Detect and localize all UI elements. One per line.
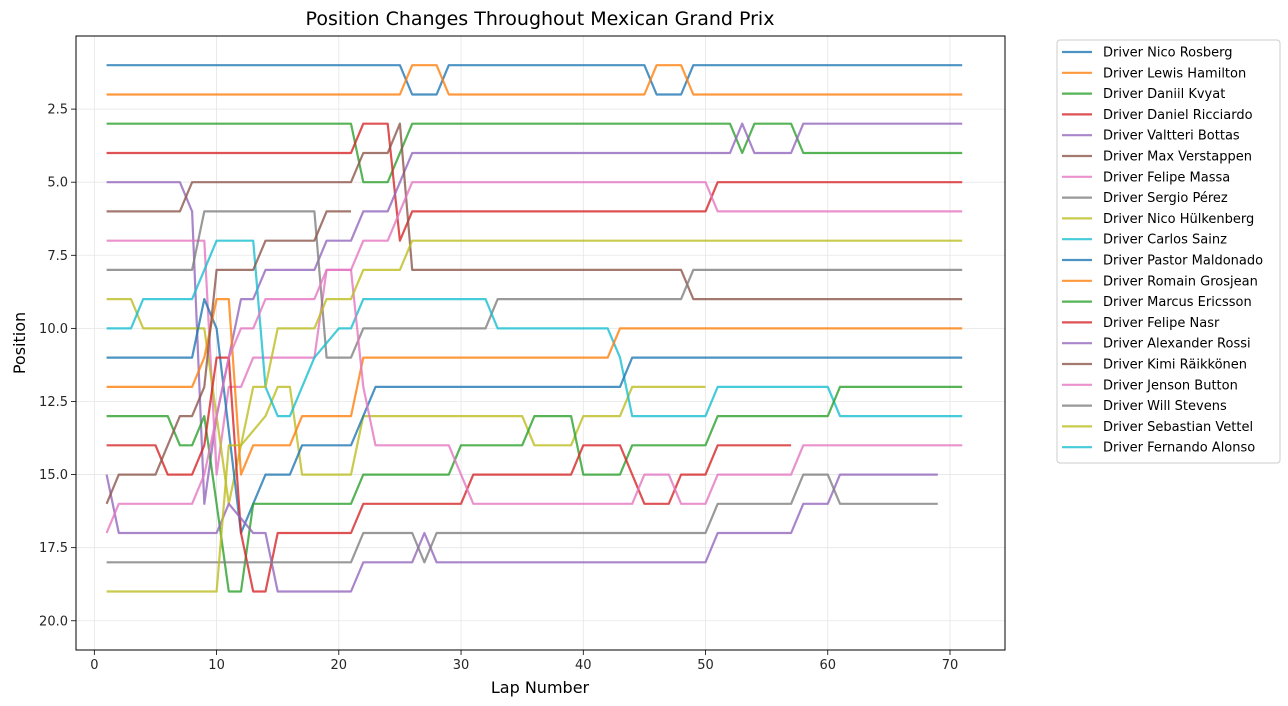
y-tick-label: 10.0 [39,322,68,337]
series-line [106,298,963,476]
legend-label: Driver Valtteri Bottas [1103,129,1240,144]
legend-label: Driver Felipe Nasr [1103,316,1220,331]
y-axis-ticks: 2.5 5.0 7.5 10.0 12.5 15.0 17.5 20.0 [39,103,76,629]
series-line [105,210,351,505]
series-line [106,64,963,96]
series-line [106,122,963,301]
legend-label: Driver Marcus Ericsson [1103,295,1252,310]
legend-label: Driver Romain Grosjean [1103,274,1258,289]
x-axis-label: Lap Number [491,678,590,697]
legend-label: Driver Nico Hülkenberg [1103,212,1254,227]
legend: Driver Nico Rosberg Driver Lewis Hamilton… [1056,39,1281,464]
plot-area [76,36,1005,650]
legend-label: Driver Felipe Massa [1103,170,1230,185]
legend-label: Driver Sebastian Vettel [1103,420,1253,435]
legend-label: Driver Max Verstappen [1103,150,1252,165]
y-tick-label: 12.5 [39,395,68,410]
y-tick-label: 5.0 [47,176,68,191]
legend-label: Driver Pastor Maldonado [1103,254,1263,269]
x-tick-label: 10 [208,658,225,673]
legend-box [1056,39,1281,464]
x-tick-label: 40 [575,658,592,673]
x-axis-ticks: 0 10 20 30 40 50 60 70 [90,650,958,673]
legend-label: Driver Will Stevens [1103,399,1227,414]
x-tick-label: 20 [331,658,348,673]
series-line [106,473,938,564]
y-axis-label: Position [10,312,29,374]
series-line [106,239,963,593]
legend-label: Driver Daniil Kvyat [1103,87,1225,102]
series-lines [105,64,963,593]
series-line [106,239,963,418]
legend-label: Driver Carlos Sainz [1103,233,1227,248]
y-tick-label: 2.5 [47,103,68,118]
legend-label: Driver Kimi Räikkönen [1103,358,1247,373]
series-line [106,298,963,535]
series-line [106,356,792,593]
legend-label: Driver Daniel Ricciardo [1103,108,1253,123]
x-tick-label: 50 [697,658,714,673]
chart-title: Position Changes Throughout Mexican Gran… [306,8,775,30]
legend-label: Driver Nico Rosberg [1103,46,1233,61]
legend-label: Driver Jenson Button [1103,378,1238,393]
series-line [106,122,963,505]
plot-frame [75,35,1006,651]
legend-label: Driver Fernando Alonso [1103,441,1255,456]
y-tick-label: 7.5 [47,249,68,264]
y-tick-label: 17.5 [39,541,68,556]
x-tick-label: 70 [942,658,959,673]
series-line [106,210,963,359]
x-tick-label: 60 [819,658,836,673]
y-tick-label: 20.0 [39,614,68,629]
y-tick-label: 15.0 [39,468,68,483]
x-tick-label: 0 [90,658,98,673]
legend-label: Driver Sergio Pérez [1103,191,1228,206]
series-line [106,122,963,242]
legend-label: Driver Alexander Rossi [1103,337,1251,352]
legend-label: Driver Lewis Hamilton [1103,66,1246,81]
x-tick-label: 30 [453,658,470,673]
series-line [105,473,938,593]
series-line [105,268,963,534]
